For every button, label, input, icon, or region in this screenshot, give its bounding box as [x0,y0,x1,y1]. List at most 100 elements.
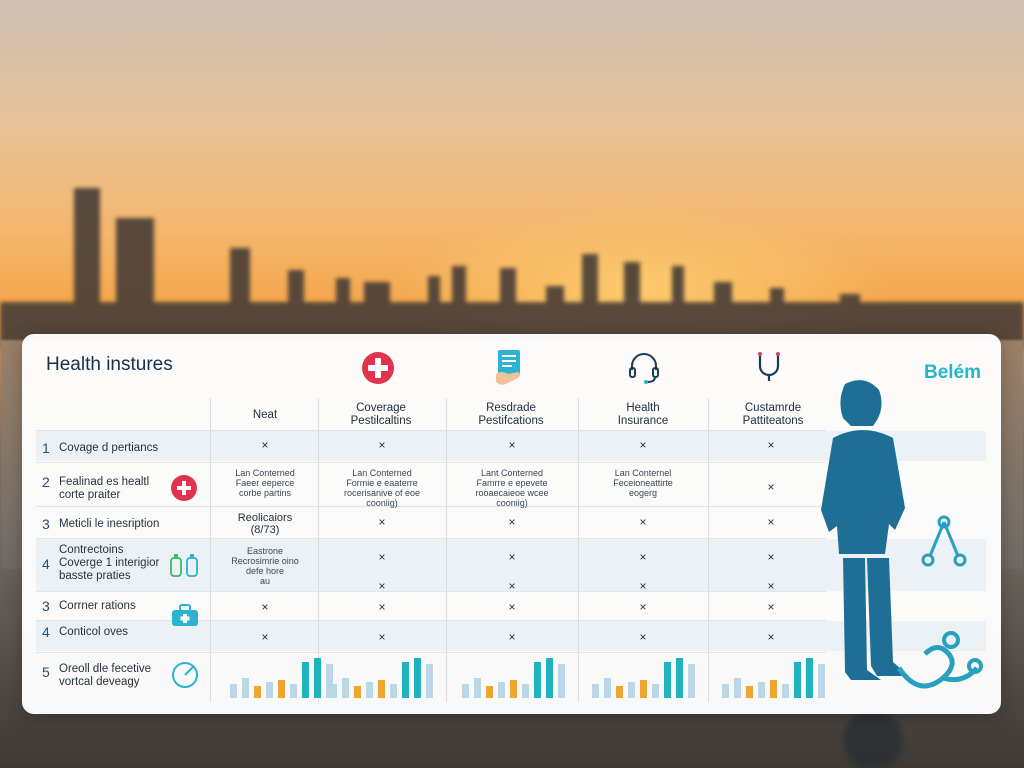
table-cell: × × [378,550,386,593]
mini-bar [290,684,297,698]
mini-bar [534,662,541,698]
mini-bar [462,684,469,698]
mini-bar [330,684,337,698]
mini-bar [664,662,671,698]
row-label: Contrectoins Coverge 1 interigior basste… [59,544,160,582]
row-label: Conticol oves [59,626,129,638]
mini-bar [818,664,825,698]
column-divider [578,398,579,702]
mini-bar [522,684,529,698]
medical-bag-icon [172,604,198,626]
row-band [36,431,986,461]
table-cell: Lan Conterned Formie e eaaterre rocerisa… [343,468,421,508]
row-divider [36,620,826,621]
table-cell: × [639,515,647,529]
mini-bar [640,680,647,698]
column-divider [708,398,709,702]
mini-bar-chart [230,658,333,698]
table-cell: × × [639,550,647,593]
table-cell: × [639,600,647,614]
mini-bar [652,684,659,698]
column-header-1: Neat [252,409,278,421]
stethoscope-tube-icon [896,631,983,689]
row-number: 3 [42,516,50,532]
column-header-3: Resdrade Pestifcations [478,402,544,427]
table-cell: × [261,630,269,644]
mini-bar-chart [462,658,565,698]
row-label: Fealinad es healtl corte praiter [59,476,150,501]
table-cell: Lan Conternel Feceioneattirte eogerg [613,468,673,498]
table-cell: × [508,515,516,529]
mini-bar [254,686,261,698]
row-number: 3 [42,598,50,614]
table-cell: Lan Conterned Faeer eeperce corbe partin… [235,468,295,498]
row-number: 5 [42,664,50,680]
table-cell: × [639,438,647,452]
column-header-4: Health Insurance [617,402,669,427]
mini-bar [402,662,409,698]
mini-bar [426,664,433,698]
mini-bar [676,658,683,698]
mini-bar [242,678,249,698]
table-cell: × [508,600,516,614]
table-cell: × [767,480,775,494]
mini-bar [414,658,421,698]
mini-bar [758,682,765,698]
figure-shadow [843,710,903,768]
table-cell: Reolicaiors (8/73) [237,512,293,536]
bottles-icon [170,554,198,577]
medical-cross-icon [362,352,394,384]
mini-bar [734,678,741,698]
row-label: Oreoll dle fecetive vortcal deveagy [59,663,152,688]
table-cell: × [378,515,386,529]
row-number: 2 [42,474,50,490]
table-cell: × [767,438,775,452]
comparison-panel: Health instures Belém [22,334,1001,714]
table-cell: × [639,630,647,644]
progress-ring-icon [172,662,198,688]
person-silhouette [821,380,909,680]
mini-bar [498,682,505,698]
panel-title: Health instures [46,354,173,375]
row-number: 1 [42,440,50,456]
table-cell: × [378,438,386,452]
mini-bar [326,664,333,698]
mini-bar [616,686,623,698]
mini-bar-chart [330,658,433,698]
mini-bar [314,658,321,698]
mini-bar [510,680,517,698]
mini-bar [628,682,635,698]
row-number: 4 [42,624,50,640]
column-header-5: Custamrde Pattiteatons [742,402,804,427]
mini-bar [592,684,599,698]
row-divider [36,506,826,507]
row-divider [36,430,826,431]
table-cell: × [261,438,269,452]
mini-bar [794,662,801,698]
table-cell: × [378,630,386,644]
mini-bar [230,684,237,698]
table-cell: × × [767,550,775,593]
city-skyline [0,188,1024,350]
table-cell: × [378,600,386,614]
table-cell: × [261,600,269,614]
row-label: Corrner rations [59,600,136,612]
stethoscope-graphic-icon [921,515,967,567]
mini-bar [558,664,565,698]
row-divider [36,462,826,463]
table-cell: × [508,438,516,452]
stethoscope-icon [758,352,780,381]
table-cell: × [767,630,775,644]
mini-bar [474,678,481,698]
column-divider [318,398,319,702]
headset-icon [629,353,659,384]
brand-name: Belém [923,362,981,383]
clipboard-hand-icon [496,350,520,385]
mini-bar [770,680,777,698]
mini-bar [746,686,753,698]
mini-bar [688,664,695,698]
table-cell: × × [508,550,516,593]
table-cell: × [767,600,775,614]
column-divider [210,398,211,702]
mini-bar [390,684,397,698]
